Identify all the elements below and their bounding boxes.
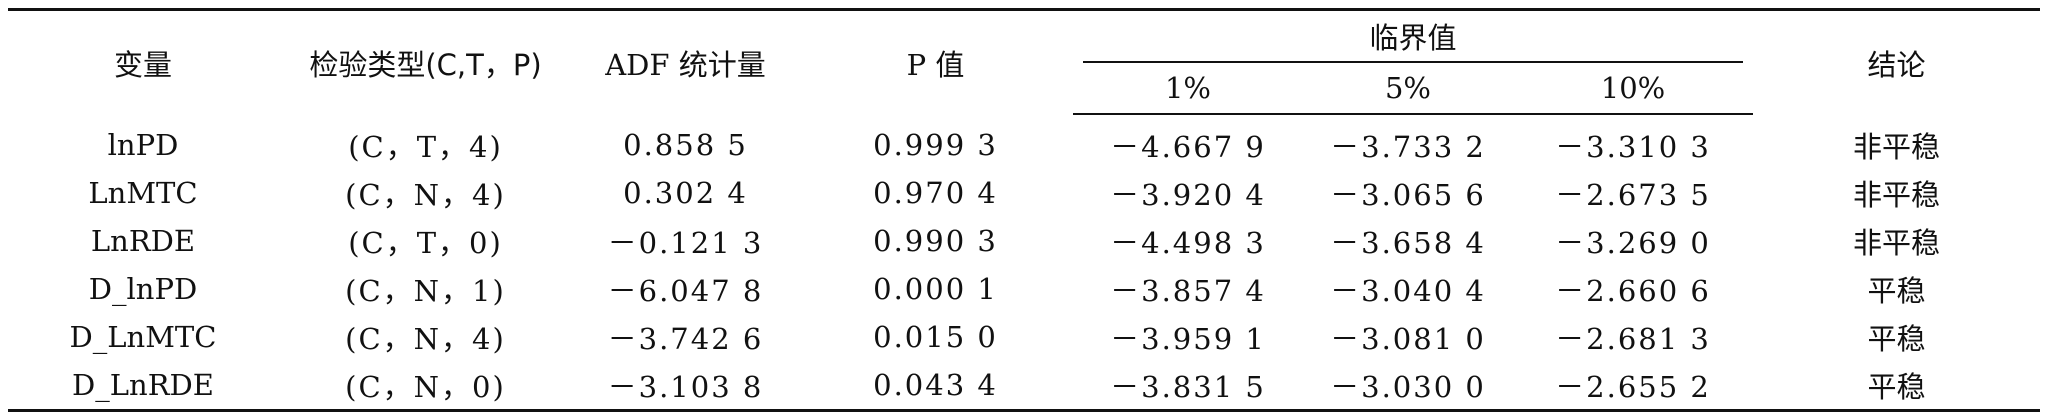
cell-crit-10: －3.269 0	[1555, 226, 1711, 260]
table-row: D_LnMTC (C，N，4) －3.742 6 0.015 0 －3.959 …	[8, 313, 2040, 361]
cell-crit-1: －3.959 1	[1110, 322, 1266, 356]
cell-crit-1: －3.857 4	[1110, 274, 1266, 308]
adf-unit-root-table: 变量 检验类型(C,T，P) ADF 统计量 P 值 临界值 结论 1% 5% …	[8, 8, 2041, 412]
cell-adf: －3.103 8	[573, 361, 798, 412]
adf-table-container: 变量 检验类型(C,T，P) ADF 统计量 P 值 临界值 结论 1% 5% …	[8, 8, 2041, 412]
cell-conclusion: 非平稳	[1853, 226, 1941, 260]
cell-spacer	[1743, 313, 1753, 361]
cell-spacer	[1743, 361, 1754, 412]
header-crit-1: 1%	[1083, 62, 1293, 115]
header-adf: ADF 统计量	[573, 8, 798, 114]
cell-p: 0.999 3	[873, 127, 998, 162]
cell-adf: －3.742 6	[607, 322, 764, 356]
header-spacer-left-2	[1073, 62, 1083, 115]
cell-crit-1: －4.498 3	[1110, 226, 1266, 260]
cell-test-type: (C，T，4)	[348, 129, 503, 164]
table-row: D_LnRDE (C，N，0) －3.103 8 0.043 4 －3.831 …	[8, 361, 2041, 412]
cell-crit-1: －3.831 5	[1083, 361, 1293, 412]
cell-test-type: (C，N，1)	[345, 274, 506, 308]
cell-p: 0.000 1	[873, 272, 998, 306]
header-critical: 临界值	[1083, 8, 1744, 63]
cell-spacer	[1073, 313, 1083, 361]
table-row: LnRDE (C，T，0) －0.121 3 0.990 3 －4.498 3 …	[8, 217, 2040, 265]
cell-adf: －0.121 3	[607, 226, 764, 260]
cell-conclusion: 非平稳	[1853, 129, 1941, 164]
cell-crit-10: －2.673 5	[1555, 178, 1711, 212]
header-spacer-right	[1743, 8, 1754, 62]
cell-variable: lnPD	[107, 127, 179, 162]
header-row-1: 变量 检验类型(C,T，P) ADF 统计量 P 值 临界值 结论	[8, 8, 2041, 114]
cell-variable: LnMTC	[88, 176, 198, 210]
cell-crit-5: －3.040 4	[1330, 274, 1486, 308]
cell-crit-1: －3.920 4	[1110, 178, 1266, 212]
cell-p: 0.970 4	[873, 176, 998, 210]
header-conclusion: 结论	[1753, 8, 2041, 114]
cell-spacer	[1743, 265, 1753, 313]
header-crit-5: 5%	[1293, 62, 1523, 115]
header-row-2: 1% 5% 10%	[8, 62, 2040, 115]
cell-spacer	[1743, 217, 1753, 265]
table-row: lnPD (C，T，4) 0.858 5 0.999 3 －4.667 9 －3…	[8, 114, 2040, 169]
cell-test-type: (C，T，0)	[348, 226, 503, 260]
cell-variable: LnRDE	[90, 224, 196, 258]
cell-crit-5: －3.081 0	[1330, 322, 1486, 356]
table-row: LnMTC (C，N，4) 0.302 4 0.970 4 －3.920 4 －…	[8, 169, 2040, 217]
cell-adf: －6.047 8	[607, 274, 764, 308]
cell-p: 0.043 4	[798, 361, 1073, 412]
cell-spacer	[1743, 169, 1753, 217]
cell-crit-5: －3.658 4	[1330, 226, 1486, 260]
cell-spacer	[1073, 169, 1083, 217]
cell-p: 0.990 3	[873, 224, 998, 258]
cell-conclusion: 平稳	[1867, 274, 1926, 308]
cell-test-type: (C，N，4)	[345, 322, 506, 356]
cell-adf: 0.858 5	[623, 127, 748, 162]
cell-spacer	[1073, 265, 1083, 313]
cell-crit-10: －2.681 3	[1555, 322, 1711, 356]
header-variable: 变量	[8, 8, 278, 114]
cell-adf: 0.302 4	[623, 176, 748, 210]
cell-crit-1: －4.667 9	[1110, 130, 1266, 164]
cell-spacer	[1073, 114, 1083, 169]
cell-crit-10: －3.310 3	[1555, 130, 1711, 164]
cell-crit-5: －3.065 6	[1330, 178, 1486, 212]
cell-conclusion: 平稳	[1753, 361, 2041, 412]
cell-crit-5: －3.030 0	[1293, 361, 1523, 412]
cell-variable: D_lnPD	[88, 272, 198, 306]
cell-spacer	[1073, 361, 1083, 412]
header-test-type: 检验类型(C,T，P)	[278, 8, 573, 114]
cell-spacer	[1073, 217, 1083, 265]
cell-p: 0.015 0	[873, 320, 998, 354]
header-crit-10: 10%	[1523, 62, 1744, 115]
cell-variable: D_LnMTC	[69, 320, 217, 354]
cell-test-type: (C，N，4)	[345, 178, 506, 212]
cell-crit-10: －2.655 2	[1523, 361, 1744, 412]
cell-conclusion: 平稳	[1867, 322, 1926, 356]
header-spacer-right-2	[1743, 62, 1754, 115]
cell-test-type: (C，N，0)	[278, 361, 573, 412]
cell-variable: D_LnRDE	[8, 361, 278, 412]
cell-conclusion: 非平稳	[1853, 178, 1941, 212]
cell-crit-10: －2.660 6	[1555, 274, 1711, 308]
table-row: D_lnPD (C，N，1) －6.047 8 0.000 1 －3.857 4…	[8, 265, 2040, 313]
header-spacer-left	[1073, 8, 1083, 62]
cell-crit-5: －3.733 2	[1330, 130, 1486, 164]
cell-spacer	[1743, 114, 1753, 169]
header-p-value: P 值	[798, 8, 1073, 114]
